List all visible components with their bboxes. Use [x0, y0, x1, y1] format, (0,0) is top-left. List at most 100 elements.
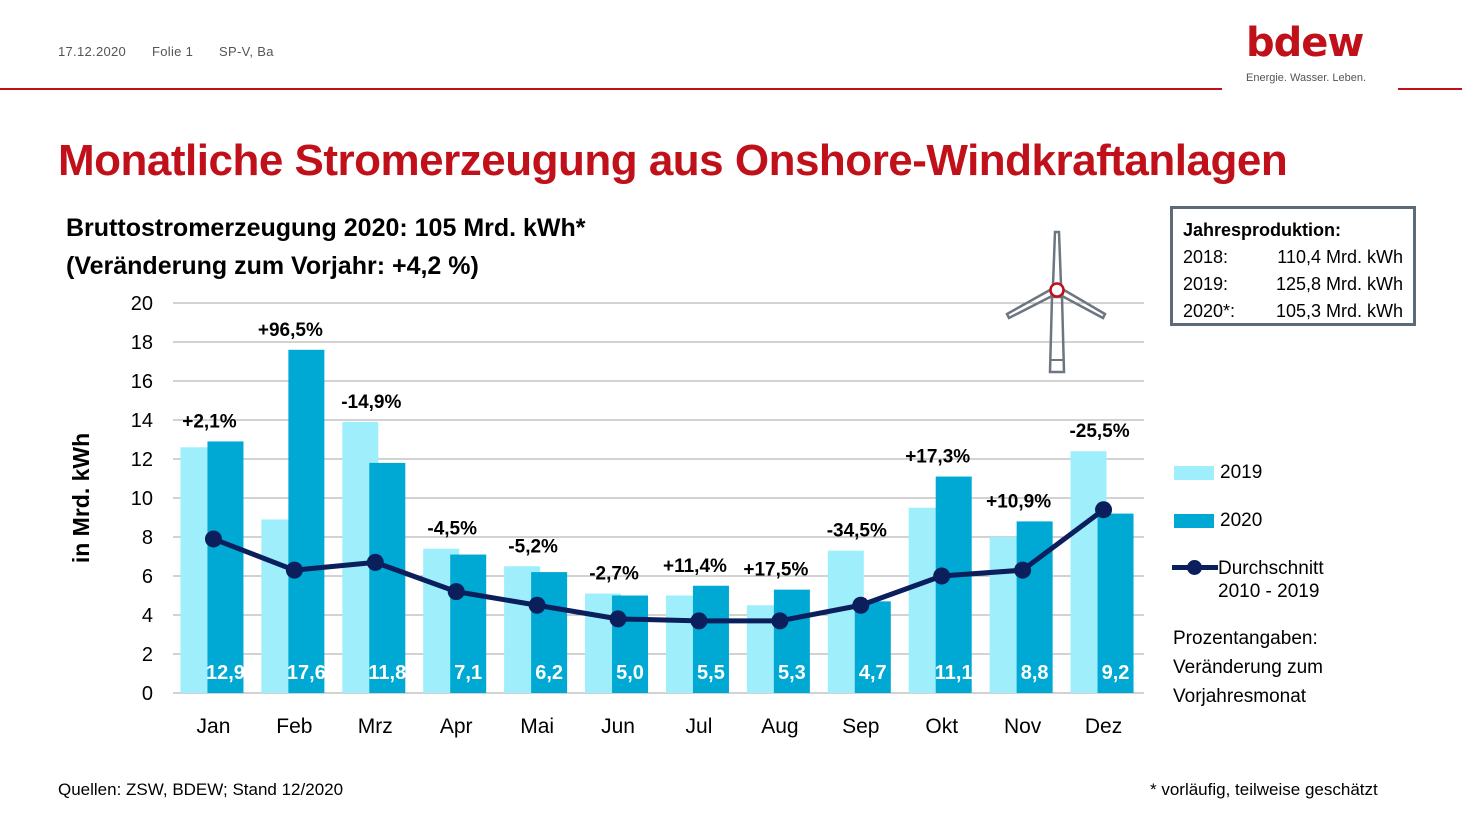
average-point — [1095, 501, 1113, 519]
annual-production-title: Jahresproduktion: — [1183, 220, 1342, 240]
legend-item-average: Durchschnitt 2010 - 2019 — [1172, 557, 1324, 603]
annual-row-value: 105,3 Mrd. kWh — [1275, 301, 1403, 321]
note-line: Veränderung zum — [1173, 657, 1323, 678]
bar-2020 — [288, 349, 325, 693]
bar-value-label: 6,2 — [535, 662, 563, 684]
x-tick-label: Mai — [520, 715, 554, 738]
logo-tagline: Energie. Wasser. Leben. — [1246, 72, 1367, 84]
note-line: Vorjahresmonat — [1173, 686, 1307, 707]
change-percent-label: -34,5% — [827, 521, 887, 542]
annual-row: 2019: 125,8 Mrd. kWh — [1183, 271, 1403, 298]
legend-swatch-2020 — [1174, 514, 1214, 528]
footer-footnote: * vorläufig, teilweise geschätzt — [1150, 780, 1378, 799]
header-rule-left — [0, 88, 1222, 90]
bar-value-label: 5,3 — [778, 662, 806, 684]
average-point — [447, 583, 465, 601]
change-percent-label: -5,2% — [508, 536, 558, 557]
bar-value-label: 5,0 — [616, 662, 644, 684]
x-tick-label: Jul — [686, 715, 713, 738]
bar-2020 — [773, 589, 810, 693]
change-percent-label: -14,9% — [341, 392, 401, 413]
bar-2020 — [935, 476, 972, 693]
x-tick-label: Jun — [601, 715, 635, 738]
change-percent-label: +11,4% — [663, 556, 727, 577]
bar-2020 — [854, 601, 891, 693]
x-tick-label: Mrz — [358, 715, 393, 738]
page-title: Monatliche Stromerzeugung aus Onshore-Wi… — [58, 136, 1288, 185]
average-point — [528, 596, 546, 614]
change-percent-label: +96,5% — [258, 320, 323, 341]
y-tick-label: 10 — [131, 488, 153, 510]
y-tick-label: 16 — [131, 371, 153, 393]
average-point — [285, 561, 303, 579]
bar-2020 — [450, 554, 487, 693]
header-rule-right — [1398, 88, 1462, 90]
y-tick-label: 18 — [131, 332, 153, 354]
legend-swatch-2019 — [1174, 466, 1214, 480]
average-point — [771, 612, 789, 630]
bar-value-label: 5,5 — [697, 662, 725, 684]
legend-item-2020: 2020 — [1174, 510, 1262, 532]
legend-item-2019: 2019 — [1174, 462, 1262, 484]
header-date: 17.12.2020 — [58, 44, 127, 59]
y-tick-label: 20 — [131, 293, 153, 315]
bar-2020 — [692, 585, 729, 693]
legend-label-average-period: 2010 - 2019 — [1218, 581, 1320, 602]
average-point — [366, 553, 384, 571]
x-tick-label: Jan — [197, 715, 231, 738]
footer-sources: Quellen: ZSW, BDEW; Stand 12/2020 — [58, 780, 344, 799]
x-tick-label: Okt — [925, 715, 958, 738]
x-tick-label: Aug — [761, 715, 798, 738]
bar-value-label: 11,8 — [368, 662, 406, 684]
wind-turbine-icon — [1005, 230, 1107, 374]
change-percent-label: -2,7% — [589, 564, 639, 585]
x-tick-label: Sep — [842, 715, 879, 738]
header-meta: 17.12.2020 Folie 1 SP-V, Ba — [58, 44, 296, 59]
bar-value-label: 8,8 — [1021, 662, 1049, 684]
annual-row-year: 2018: — [1183, 247, 1229, 267]
x-tick-label: Dez — [1085, 715, 1122, 738]
bar-value-label: 17,6 — [287, 662, 326, 684]
annual-row: 2018: 110,4 Mrd. kWh — [1183, 244, 1403, 271]
legend-label-average: Durchschnitt — [1218, 558, 1324, 579]
y-tick-label: 2 — [142, 644, 153, 666]
percentage-note: Prozentangaben: Veränderung zum Vorjahre… — [1173, 624, 1323, 711]
bar-value-label: 9,2 — [1102, 662, 1130, 684]
annual-row-year: 2019: — [1183, 274, 1229, 294]
y-axis-label: in Mrd. kWh — [68, 433, 94, 563]
bar-2020 — [207, 441, 244, 693]
average-point — [933, 567, 951, 585]
chart-subtitle-change: (Veränderung zum Vorjahr: +4,2 %) — [66, 252, 479, 280]
logo-word: bdew — [1246, 20, 1364, 66]
x-tick-label: Feb — [276, 715, 312, 738]
x-tick-label: Nov — [1004, 715, 1042, 738]
bar-value-label: 11,1 — [935, 662, 973, 684]
annual-production-box: Jahresproduktion: 2018: 110,4 Mrd. kWh 2… — [1170, 206, 1416, 326]
legend-label-2020: 2020 — [1220, 510, 1263, 531]
y-tick-label: 12 — [131, 449, 153, 471]
annual-row-year: 2020*: — [1183, 301, 1236, 321]
change-percent-label: -4,5% — [427, 519, 477, 540]
average-point — [690, 612, 708, 630]
annual-row-value: 125,8 Mrd. kWh — [1275, 274, 1403, 294]
chart-subtitle-total: Bruttostromerzeugung 2020: 105 Mrd. kWh* — [66, 214, 586, 242]
annual-row: 2020*: 105,3 Mrd. kWh — [1183, 298, 1403, 325]
average-point — [852, 596, 870, 614]
y-tick-label: 6 — [142, 566, 153, 588]
average-line — [212, 507, 1106, 624]
change-percent-label: +17,3% — [905, 447, 970, 468]
header-slide: Folie 1 — [152, 44, 194, 59]
y-tick-label: 4 — [142, 605, 153, 627]
change-percent-label: +10,9% — [986, 491, 1051, 512]
header-author: SP-V, Ba — [219, 44, 274, 59]
bar-value-label: 4,7 — [859, 662, 887, 684]
change-percent-label: -25,5% — [1069, 421, 1129, 442]
y-tick-label: 14 — [131, 410, 153, 432]
legend-line-marker — [1172, 557, 1218, 577]
bar-2020 — [531, 572, 568, 693]
annual-row-value: 110,4 Mrd. kWh — [1277, 247, 1403, 267]
change-percent-label: +17,5% — [743, 560, 808, 581]
bdew-logo: bdew Energie. Wasser. Leben. — [1246, 22, 1376, 84]
change-percent-label: +2,1% — [182, 411, 237, 432]
